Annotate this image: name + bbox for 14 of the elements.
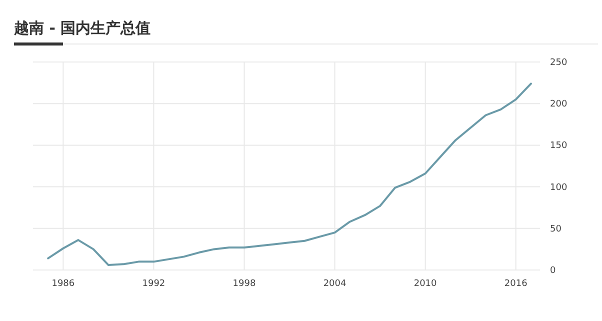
line-series — [47, 82, 532, 266]
y-tick-label: 200 — [550, 100, 568, 110]
x-tick-label: 2016 — [504, 279, 528, 289]
x-tick-label: 1998 — [232, 279, 256, 289]
y-tick-label: 100 — [550, 182, 568, 193]
x-tick-label: 2004 — [323, 279, 347, 289]
y-tick-label: 250 — [550, 58, 568, 68]
chart-title: 越南 - 国内生产总值 — [13, 19, 151, 37]
x-tick-label: 2010 — [414, 279, 438, 289]
y-tick-label: 0 — [550, 266, 556, 276]
x-tick-label: 1992 — [142, 279, 166, 289]
y-tick-label: 150 — [550, 141, 568, 152]
y-tick-label: 50 — [550, 224, 562, 234]
x-tick-label: 1986 — [52, 279, 75, 289]
